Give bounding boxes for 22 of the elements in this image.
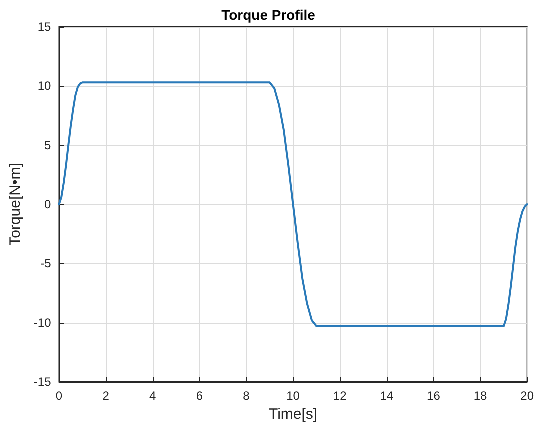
line-series: [58, 82, 528, 328]
x-tick-label: 20: [520, 389, 534, 403]
x-tick-label: 6: [196, 389, 204, 403]
y-tick-label: -15: [34, 375, 52, 389]
x-tick-label: 0: [56, 389, 63, 403]
y-tick-label: -5: [40, 256, 52, 271]
chart-title: Torque Profile: [222, 7, 316, 23]
x-tick-label: 12: [333, 389, 348, 403]
x-tick-label: 16: [427, 389, 441, 403]
x-axis-title: Time[s]: [268, 406, 318, 423]
y-tick-label: 5: [44, 138, 52, 152]
y-tick-label: 0: [44, 198, 52, 212]
x-tick-label: 2: [102, 389, 110, 403]
x-tick-label: 14: [380, 389, 394, 403]
x-tick-label: 4: [150, 389, 157, 403]
y-axis-title: Torque[N•m]: [7, 163, 24, 246]
y-tick-label: 10: [38, 79, 52, 94]
x-tick-label: 18: [474, 389, 488, 403]
y-tick-label: 15: [38, 20, 52, 34]
y-tick-label: -10: [34, 316, 52, 330]
x-tick-label: 10: [286, 389, 300, 403]
x-tick-label: 8: [243, 389, 250, 403]
